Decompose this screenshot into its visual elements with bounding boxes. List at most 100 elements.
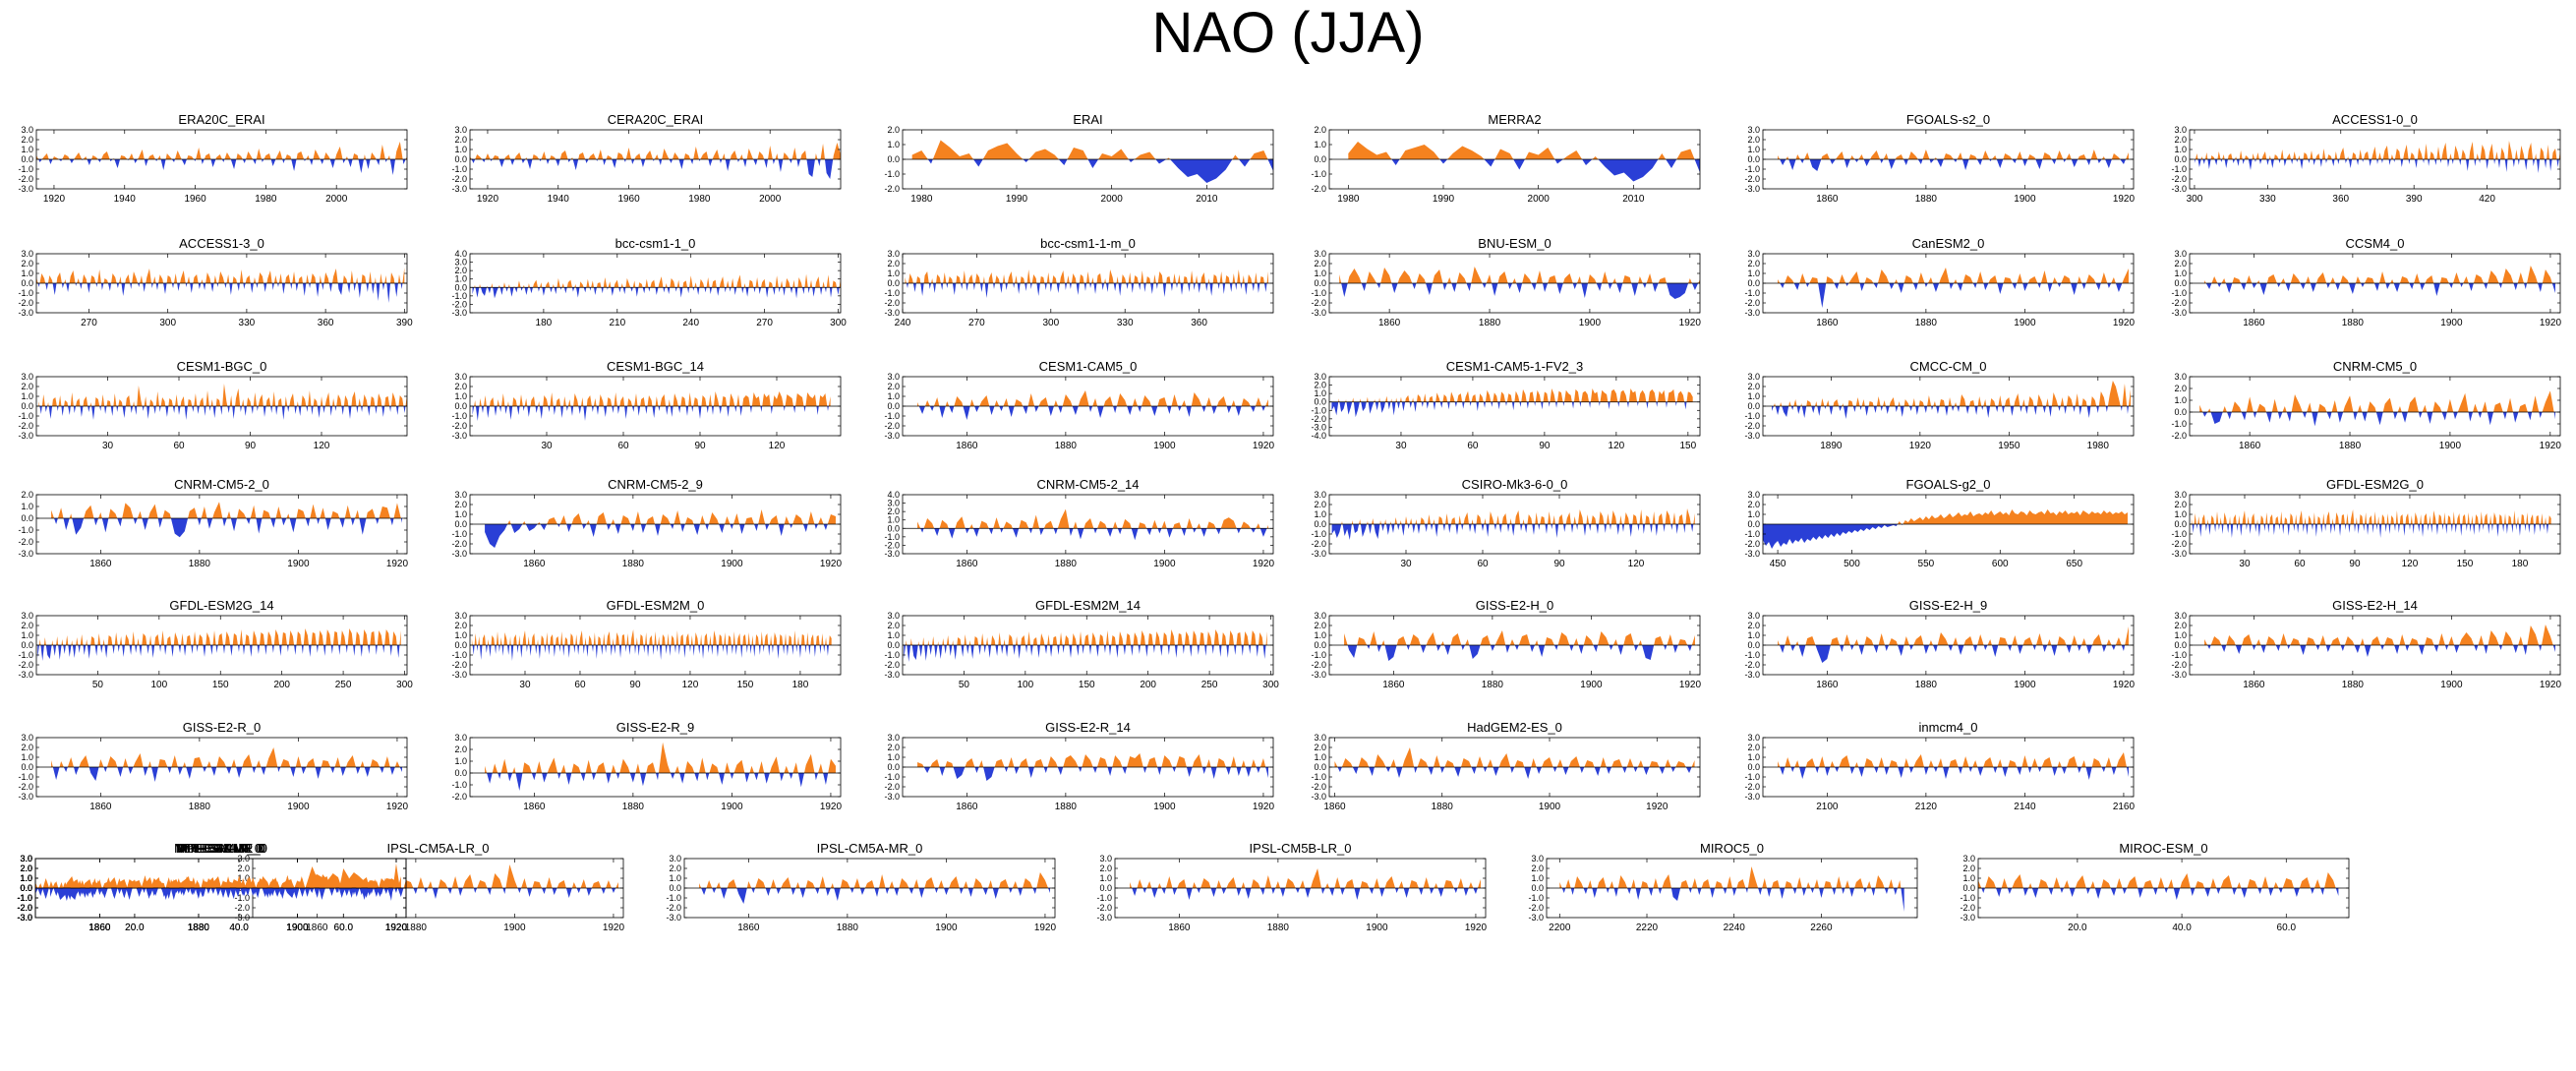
y-tick-label: -1.0 (17, 893, 32, 903)
panel-title: CNRM-CM5-2_0 (174, 477, 269, 492)
x-tick-label: 30 (102, 441, 114, 451)
panel-title: IPSL-CM5A-MR_0 (817, 841, 923, 856)
y-tick-label: 3.0 (2174, 372, 2187, 382)
x-tick-label: 1940 (114, 194, 137, 205)
y-tick-label: 1.0 (20, 873, 32, 883)
negative-area (1763, 524, 2128, 549)
x-tick-label: 1920 (1253, 441, 1275, 451)
x-tick-label: 100 (1017, 680, 1033, 690)
y-tick-label: -2.0 (451, 660, 467, 670)
x-tick-label: 120 (1609, 441, 1625, 451)
y-tick-label: 0.0 (1747, 278, 1760, 288)
positive-area (1344, 630, 1695, 645)
x-tick-label: 1880 (188, 922, 210, 933)
y-tick-label: 0.0 (2174, 519, 2187, 529)
y-tick-label: -3.0 (1311, 422, 1326, 432)
x-tick-label: 90 (1553, 559, 1565, 569)
panel-title: MPI-ESM-MR_0 (174, 841, 267, 856)
x-tick-label: 1860 (2243, 680, 2265, 690)
panel-gfdl-esm2m-0: GFDL-ESM2M_0 3.02.01.00.0-1.0-2.0-3.0 30 60… (451, 598, 842, 690)
y-tick-label: 0.0 (1314, 762, 1326, 772)
x-tick-label: 180 (792, 680, 809, 690)
panel-cera20c-erai: CERA20C_ERAI 3.02.01.00.0-1.0-2.0-3.0 1920… (451, 112, 842, 205)
x-tick-label: 90 (629, 680, 641, 690)
positive-area (1772, 381, 2131, 406)
y-tick-label: 3.0 (1531, 854, 1544, 863)
y-tick-label: 1.0 (887, 515, 900, 525)
y-tick-label: -1.0 (884, 288, 900, 298)
y-tick-label: 0.0 (454, 401, 467, 411)
y-tick-label: -1.0 (234, 893, 250, 903)
y-tick-label: -1.0 (451, 411, 467, 421)
y-tick-label: 4.0 (887, 490, 900, 500)
negative-area (1778, 159, 2129, 171)
x-tick-label: 450 (1770, 559, 1786, 569)
y-tick-label: 1.0 (887, 140, 900, 149)
y-tick-label: 2.0 (454, 621, 467, 630)
y-tick-label: 1.0 (887, 630, 900, 640)
x-tick-label: 60.0 (334, 922, 354, 933)
x-tick-label: 1900 (2014, 194, 2036, 205)
y-tick-label: -2.0 (1528, 903, 1544, 913)
y-tick-label: 2.0 (1747, 135, 1760, 145)
x-tick-label: 1860 (88, 922, 111, 933)
y-tick-label: 0.0 (1314, 278, 1326, 288)
y-tick-label: 1.0 (669, 873, 681, 883)
y-tick-label: 0.0 (454, 282, 467, 292)
y-tick-label: 1.0 (21, 268, 33, 278)
y-tick-label: 3.0 (1314, 611, 1326, 621)
y-tick-label: -3.0 (17, 913, 32, 922)
y-tick-label: -3.0 (1744, 549, 1760, 559)
x-tick-label: 30 (519, 680, 531, 690)
y-tick-label: -1.0 (2171, 288, 2187, 298)
y-tick-label: 1.0 (20, 873, 32, 883)
x-tick-label: 1920 (1909, 441, 1932, 451)
y-tick-label: -1.0 (1744, 288, 1760, 298)
x-tick-label: 1880 (1915, 680, 1938, 690)
panel-title: GISS-E2-H_9 (1909, 598, 1987, 613)
x-tick-label: 1860 (737, 922, 760, 933)
panel-gfdl-esm2g-0: GFDL-ESM2G_0 3.02.01.00.0-1.0-2.0-3.0 30 60… (2171, 477, 2561, 569)
panel-title: CCSM4_0 (2346, 236, 2405, 251)
y-tick-label: -3.0 (666, 913, 681, 922)
x-tick-label: 200 (1140, 680, 1156, 690)
panel-giss-e2-h-0: GISS-E2-H_0 3.02.01.00.0-1.0-2.0-3.0 1860 1… (1311, 598, 1701, 690)
y-tick-label: -2.0 (1311, 184, 1326, 194)
x-tick-label: 120 (769, 441, 786, 451)
x-tick-label: 2160 (2113, 802, 2136, 812)
x-tick-label: 1900 (1366, 922, 1388, 933)
y-tick-label: 2.0 (1531, 863, 1544, 873)
x-tick-label: 1920 (820, 559, 843, 569)
positive-area (917, 390, 1268, 406)
x-tick-label: 420 (2479, 194, 2495, 205)
negative-area (917, 767, 1268, 781)
y-tick-label: 3.0 (1962, 854, 1975, 863)
y-tick-label: -2.0 (884, 298, 900, 308)
negative-area (2191, 524, 2551, 538)
positive-area (1763, 509, 2128, 524)
y-tick-label: 1.0 (21, 502, 33, 511)
y-tick-label: 2.0 (1314, 743, 1326, 752)
x-tick-label: 1880 (1267, 922, 1290, 933)
x-tick-label: 150 (737, 680, 754, 690)
panel-bcc-csm1-1-m-0: bcc-csm1-1-m_0 3.02.01.00.0-1.0-2.0-3.024… (884, 236, 1274, 328)
y-tick-label: 2.0 (21, 135, 33, 145)
y-tick-label: 3.0 (887, 249, 900, 259)
x-tick-label: 1980 (688, 194, 711, 205)
panel-title: ACCESS1-3_0 (179, 236, 264, 251)
x-tick-label: 360 (2332, 194, 2349, 205)
panel-title: CERA20C_ERAI (608, 112, 704, 127)
y-tick-label: 3.0 (887, 733, 900, 743)
y-tick-label: -2.0 (1311, 414, 1326, 424)
y-tick-label: 2.0 (887, 125, 900, 135)
figure-title: NAO (JJA) (1151, 1, 1425, 65)
y-tick-label: 0.0 (887, 762, 900, 772)
x-tick-label: 1860 (1323, 802, 1346, 812)
panel-ipsl-cm5a-mr-0: IPSL-CM5A-MR_0 3.02.01.00.0-1.0-2.0-3.0 18… (666, 841, 1056, 933)
x-tick-label: 120 (682, 680, 699, 690)
positive-area (699, 872, 1050, 888)
panel-title: MERRA2 (1488, 112, 1541, 127)
x-tick-label: 1900 (721, 559, 743, 569)
panel-title: CESM1-CAM5-1-FV2_3 (1446, 359, 1583, 374)
